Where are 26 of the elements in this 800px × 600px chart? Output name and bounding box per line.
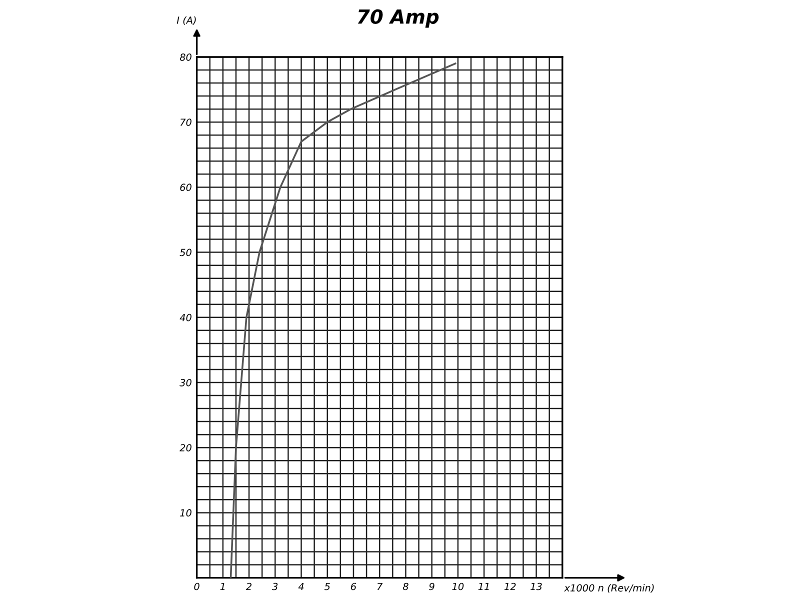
x-tick-label: 6 [351,582,356,590]
y-tick-label: 10 [180,509,192,517]
x-tick-label: 9 [429,582,434,590]
x-tick-label: 10 [452,582,464,590]
line-series [230,62,456,578]
x-tick-label: 1 [220,582,225,590]
y-tick-label: 60 [180,184,192,192]
y-tick-label: 20 [180,444,192,452]
x-tick-label: 3 [272,582,278,590]
x-tick-label: 13 [530,582,542,590]
chart-title: 70 Amp [358,9,439,28]
x-tick-label: 7 [377,582,383,590]
x-tick-label: 0 [194,582,200,590]
x-axis-title: x1000 n (Rev/min) [564,584,654,593]
x-tick-label: 4 [298,582,304,590]
x-tick-label: 2 [246,582,252,590]
x-tick-label: 8 [402,582,408,590]
y-tick-label: 70 [180,118,192,126]
y-tick-label: 40 [180,314,192,322]
y-axis-title: I (A) [176,16,196,26]
x-tick-label: 11 [478,582,489,590]
y-tick-label: 50 [180,248,192,256]
x-tick-label: 12 [504,582,516,590]
x-tick-label: 5 [324,582,330,590]
y-tick-label: 30 [180,378,192,386]
y-tick-label: 80 [180,53,192,61]
